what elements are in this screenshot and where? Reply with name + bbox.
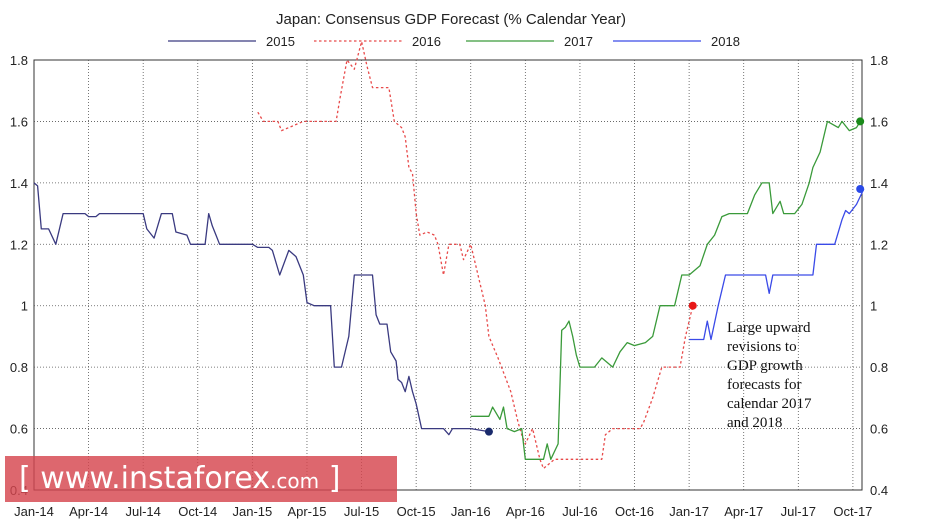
y-tick-label-right: 0.4	[870, 483, 888, 498]
y-tick-label-left: 1.8	[10, 53, 28, 68]
x-tick-label: Jan-14	[14, 504, 54, 519]
y-tick-label-right: 1	[870, 299, 877, 314]
endpoint-marker-2017	[856, 117, 865, 126]
x-tick-label: Jul-14	[125, 504, 160, 519]
y-tick-label-right: 1.6	[870, 114, 888, 129]
x-tick-label: Apr-17	[724, 504, 763, 519]
y-tick-label-right: 0.6	[870, 422, 888, 437]
y-tick-label-left: 0.6	[10, 422, 28, 437]
annotation-line: GDP growth	[727, 358, 803, 374]
x-tick-label: Jul-17	[781, 504, 816, 519]
chart-title: Japan: Consensus GDP Forecast (% Calenda…	[276, 11, 626, 28]
x-tick-label: Oct-16	[615, 504, 654, 519]
plot-area	[33, 59, 863, 491]
annotation-text: Large upward revisions to GDP growth foreca…	[727, 320, 812, 431]
annotation-line: forecasts for	[727, 377, 802, 393]
watermark-site: www.instaforex	[40, 461, 271, 496]
grid-lines	[34, 60, 862, 490]
annotation-line: and 2018	[727, 415, 782, 431]
x-tick-label: Jul-15	[344, 504, 379, 519]
watermark-suffix: .com	[270, 469, 320, 493]
endpoint-marker-2016	[688, 301, 697, 310]
y-tick-label-right: 1.8	[870, 53, 888, 68]
x-tick-label: Jan-16	[451, 504, 491, 519]
legend-label-2015: 2015	[266, 34, 295, 49]
series-line-2016	[257, 40, 694, 470]
legend-label-2018: 2018	[711, 34, 740, 49]
y-tick-label-left: 1.2	[10, 237, 28, 252]
axis-labels: 0.40.40.60.60.80.8111.21.21.41.41.61.61.…	[10, 53, 888, 519]
watermark-banner: [ www.instaforex.com ]	[5, 456, 397, 502]
x-tick-label: Oct-17	[833, 504, 872, 519]
x-tick-label: Apr-14	[69, 504, 108, 519]
annotation-line: Large upward	[727, 320, 811, 336]
legend: 2015 2016 2017 2018	[168, 34, 740, 49]
x-tick-label: Oct-14	[178, 504, 217, 519]
x-tick-label: Jan-17	[669, 504, 709, 519]
watermark-open-bracket: [	[19, 461, 31, 496]
annotation-line: revisions to	[727, 339, 797, 355]
endpoint-marker-2015	[484, 427, 493, 436]
series-line-2017	[470, 120, 861, 460]
watermark-close-bracket: ]	[328, 461, 341, 496]
endpoint-marker-2018	[856, 185, 865, 193]
y-tick-label-right: 1.4	[870, 176, 888, 191]
series-line-2015	[33, 182, 490, 436]
x-tick-label: Jul-16	[562, 504, 597, 519]
legend-label-2016: 2016	[412, 34, 441, 49]
y-tick-label-left: 1	[21, 299, 28, 314]
series-line-2018	[689, 188, 865, 341]
end-markers	[484, 117, 865, 436]
annotation-line: calendar 2017	[727, 396, 812, 412]
y-tick-label-right: 1.2	[870, 237, 888, 252]
y-tick-label-right: 0.8	[870, 360, 888, 375]
legend-label-2017: 2017	[564, 34, 593, 49]
y-tick-label-left: 1.6	[10, 114, 28, 129]
x-tick-label: Oct-15	[397, 504, 436, 519]
y-tick-label-left: 1.4	[10, 176, 28, 191]
x-tick-label: Apr-16	[506, 504, 545, 519]
x-tick-label: Apr-15	[287, 504, 326, 519]
y-tick-label-left: 0.8	[10, 360, 28, 375]
x-tick-label: Jan-15	[232, 504, 272, 519]
series-lines	[33, 40, 865, 470]
